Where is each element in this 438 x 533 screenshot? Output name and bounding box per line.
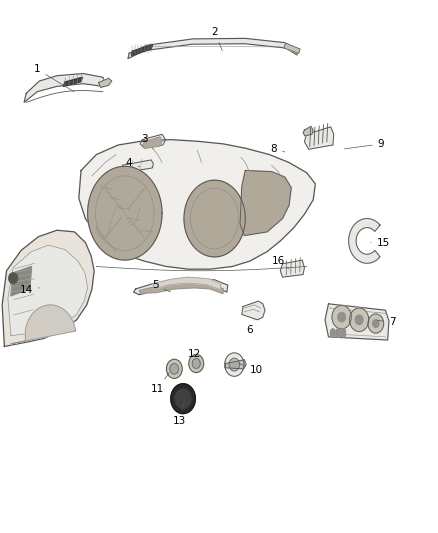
Polygon shape — [349, 219, 380, 263]
Circle shape — [341, 332, 346, 337]
Text: 8: 8 — [270, 144, 285, 154]
Polygon shape — [284, 43, 300, 53]
Circle shape — [336, 329, 340, 334]
Polygon shape — [2, 230, 94, 346]
Text: 16: 16 — [272, 256, 289, 269]
Circle shape — [171, 384, 195, 414]
Text: 12: 12 — [188, 350, 201, 362]
Polygon shape — [303, 126, 313, 136]
Polygon shape — [134, 278, 228, 295]
Text: 3: 3 — [141, 134, 153, 149]
Circle shape — [229, 358, 240, 371]
Circle shape — [355, 315, 363, 325]
Circle shape — [331, 329, 335, 334]
Polygon shape — [24, 74, 105, 102]
Polygon shape — [131, 45, 152, 55]
Circle shape — [170, 364, 179, 374]
Circle shape — [336, 332, 340, 337]
Circle shape — [9, 273, 18, 284]
Circle shape — [350, 308, 369, 332]
Polygon shape — [122, 160, 153, 173]
Polygon shape — [153, 277, 221, 289]
Circle shape — [338, 312, 346, 322]
Text: 14: 14 — [20, 286, 39, 295]
Polygon shape — [88, 166, 162, 260]
Polygon shape — [143, 137, 162, 148]
Circle shape — [331, 332, 335, 337]
Polygon shape — [11, 305, 75, 344]
Polygon shape — [242, 301, 265, 320]
Text: 10: 10 — [239, 364, 263, 375]
Circle shape — [341, 329, 346, 334]
Polygon shape — [64, 77, 82, 86]
Circle shape — [225, 353, 244, 376]
Text: 13: 13 — [173, 403, 186, 426]
Circle shape — [368, 314, 384, 333]
Polygon shape — [184, 180, 245, 257]
Circle shape — [192, 359, 200, 368]
Circle shape — [373, 320, 379, 327]
Text: 11: 11 — [151, 373, 169, 394]
Circle shape — [332, 305, 351, 329]
Polygon shape — [240, 171, 291, 236]
Text: 15: 15 — [371, 238, 390, 247]
Polygon shape — [304, 127, 334, 149]
Text: 9: 9 — [344, 139, 385, 149]
Circle shape — [166, 359, 182, 378]
Polygon shape — [11, 266, 32, 296]
Polygon shape — [225, 360, 246, 369]
Text: 4: 4 — [126, 158, 140, 167]
Polygon shape — [99, 78, 112, 87]
Polygon shape — [325, 304, 389, 340]
Text: 6: 6 — [246, 320, 254, 335]
Polygon shape — [139, 282, 223, 294]
Circle shape — [189, 354, 204, 373]
Circle shape — [175, 389, 191, 408]
Polygon shape — [128, 38, 298, 59]
Text: 7: 7 — [377, 318, 396, 327]
Polygon shape — [8, 245, 88, 336]
Text: 2: 2 — [211, 27, 223, 51]
Polygon shape — [79, 140, 315, 269]
Text: 5: 5 — [152, 280, 170, 292]
Polygon shape — [280, 260, 304, 277]
Polygon shape — [140, 134, 166, 148]
Text: 1: 1 — [34, 64, 74, 92]
